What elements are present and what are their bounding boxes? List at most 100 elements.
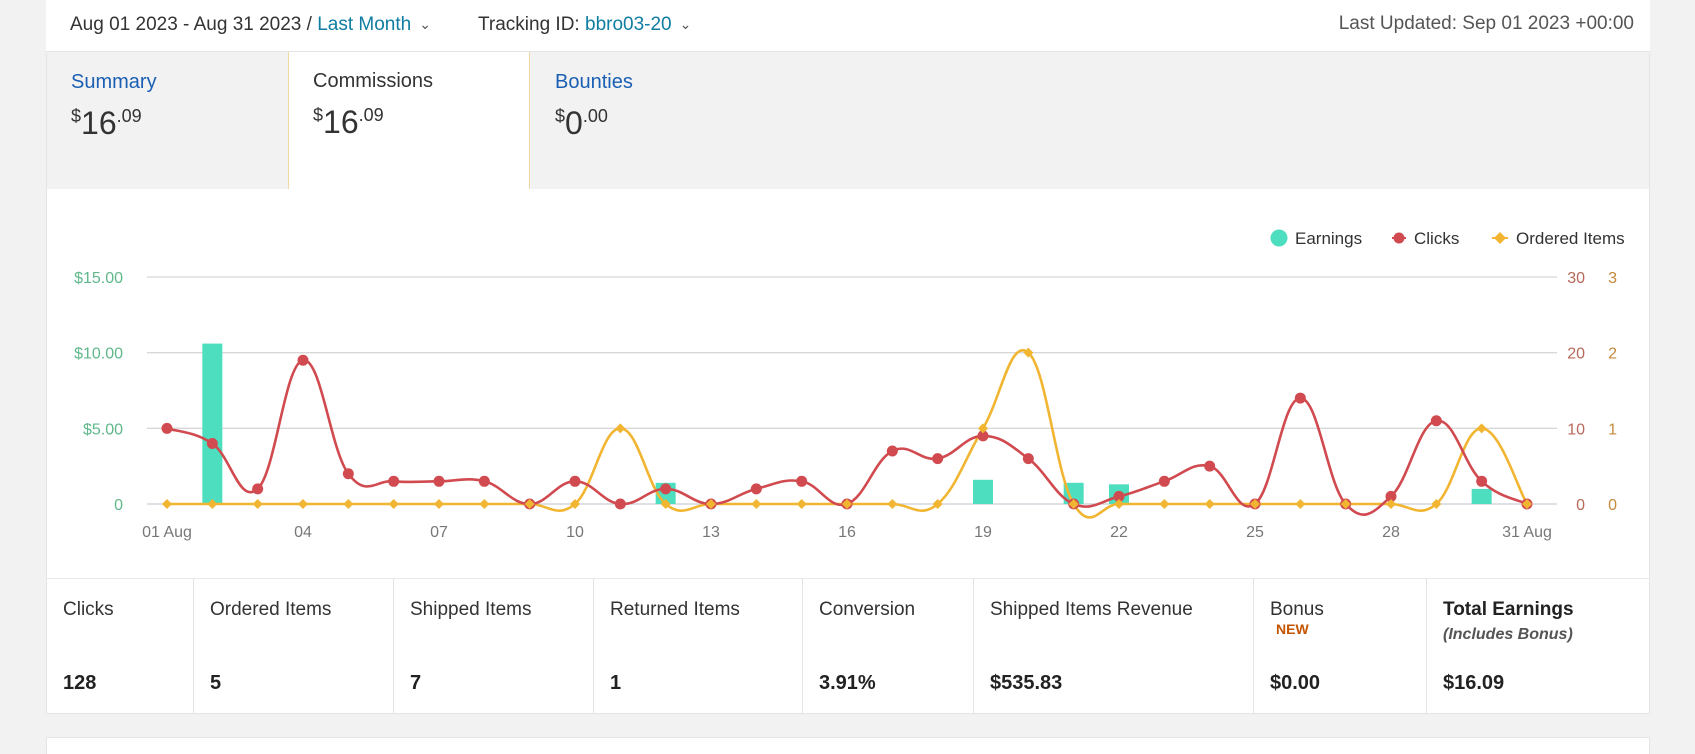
stat-label: Clicks [63, 599, 114, 620]
tracking-id-link[interactable]: bbro03-20 [585, 14, 672, 35]
clicks-axis-tick: 30 [1567, 270, 1585, 287]
x-axis-tick: 16 [838, 524, 856, 541]
clicks-point [297, 354, 309, 366]
earnings-bar [973, 479, 993, 504]
ordered-items-point [298, 499, 308, 509]
report-header: Aug 01 2023 - Aug 31 2023 / Last Month ⌄ … [46, 0, 1650, 52]
tab-bounties[interactable]: Bounties $0.00 [531, 53, 771, 188]
x-axis-tick: 19 [974, 524, 992, 541]
ordered-items-point [1522, 499, 1532, 509]
tab-commissions-label[interactable]: Commissions [313, 70, 434, 92]
ordered-items-point [1431, 499, 1442, 509]
x-axis-tick: 25 [1246, 524, 1264, 541]
ordered-items-point [1386, 499, 1396, 509]
stat-value: 7 [410, 672, 422, 694]
summary-amount: $16.09 [71, 105, 142, 141]
left-axis-tick: $10.00 [74, 346, 123, 363]
earnings-tabs: Summary $16.09 Commissions $16.09 Bounti… [46, 52, 1650, 212]
tab-summary-label[interactable]: Summary [71, 71, 157, 93]
ordered-items-point [751, 499, 762, 509]
clicks-point [1158, 475, 1170, 487]
stat-conversion: Conversion 3.91% [802, 579, 973, 714]
clicks-axis-tick: 0 [1576, 497, 1585, 514]
stat-shipped-items-revenue: Shipped Items Revenue $535.83 [973, 579, 1253, 714]
tracking-id-selector[interactable]: Tracking ID: bbro03-20 ⌄ [478, 14, 691, 36]
x-axis-tick: 13 [702, 524, 720, 541]
x-axis-tick: 04 [294, 524, 312, 541]
x-axis-tick: 07 [430, 524, 448, 541]
ordered-items-point [162, 499, 172, 509]
tab-bounties-label[interactable]: Bounties [555, 71, 633, 93]
ordered-items-point [660, 499, 671, 509]
stat-value: $0.00 [1270, 672, 1321, 694]
tab-commissions[interactable]: Commissions $16.09 [288, 52, 530, 212]
ordered-items-point [343, 499, 354, 509]
clicks-point [433, 475, 445, 487]
ordered-items-point [842, 499, 852, 509]
legend-earnings-label: Earnings [1295, 229, 1362, 248]
stat-label: Ordered Items [210, 599, 332, 620]
stat-label: Shipped Items Revenue [990, 599, 1193, 620]
ordered-items-point [1250, 499, 1260, 509]
ordered-items-point [1204, 499, 1215, 509]
clicks-point [252, 483, 264, 495]
tab-summary[interactable]: Summary $16.09 [47, 53, 287, 188]
ordered-items-point [978, 423, 988, 434]
ordered-items-point [434, 499, 444, 509]
last-updated: Last Updated: Sep 01 2023 +00:00 [1338, 13, 1634, 34]
chevron-down-icon[interactable]: ⌄ [679, 16, 692, 32]
stat-label: Conversion [819, 599, 916, 620]
legend-earnings-icon [1270, 229, 1288, 247]
ordered-items-point [1068, 499, 1079, 509]
chevron-down-icon[interactable]: ⌄ [419, 16, 431, 32]
left-axis-tick: 0 [114, 497, 123, 514]
stat-value: 128 [63, 672, 97, 694]
ordered-items-point [887, 499, 898, 509]
period-link[interactable]: Last Month [317, 14, 412, 35]
bounties-amount: $0.00 [555, 105, 608, 141]
clicks-point [342, 468, 354, 480]
clicks-point [206, 437, 218, 449]
ordered-items-point [796, 499, 807, 509]
ordered-items-point [252, 499, 263, 509]
x-axis-tick: 01 Aug [142, 524, 192, 541]
ordered-items-point [1114, 499, 1124, 509]
clicks-axis-tick: 20 [1567, 346, 1585, 363]
stat-label: Bonus [1270, 599, 1324, 620]
earnings-bar [1063, 482, 1084, 504]
ordered-items-point [1295, 499, 1306, 509]
stat-value: 3.91% [819, 672, 876, 694]
stat-label: Total Earnings [1443, 599, 1574, 620]
ordered-items-point [1476, 423, 1487, 434]
stats-row: Clicks 128 Ordered Items 5 Shipped Items 7 Ret… [46, 578, 1650, 714]
clicks-point [886, 445, 898, 457]
clicks-point [796, 475, 808, 487]
legend-clicks-label: Clicks [1414, 229, 1459, 248]
legend-items-label: Ordered Items [1516, 229, 1625, 248]
left-axis-tick: $15.00 [74, 270, 123, 287]
ordered-items-point [479, 499, 490, 509]
stat-value: 1 [610, 672, 622, 694]
new-badge: NEW [1276, 621, 1309, 637]
legend-clicks-icon [1393, 232, 1405, 244]
items-axis-tick: 0 [1608, 497, 1617, 514]
stat-value: 5 [210, 672, 222, 694]
clicks-point [614, 498, 626, 510]
ordered-items-point [706, 499, 716, 509]
x-axis-tick: 22 [1110, 524, 1128, 541]
items-axis-tick: 3 [1608, 270, 1617, 287]
tracking-label: Tracking ID: [478, 14, 585, 35]
date-range-selector[interactable]: Aug 01 2023 - Aug 31 2023 / Last Month ⌄ [70, 14, 431, 36]
stat-label: Returned Items [610, 599, 740, 620]
stat-value: $535.83 [990, 672, 1063, 694]
earnings-chart-panel: 0 $5.00 $10.00 $15.00 0 10 20 30 0 1 2 3 01 Aug 04 07 1… [46, 189, 1650, 578]
earnings-bar [1471, 488, 1492, 504]
stat-clicks: Clicks 128 [47, 579, 193, 714]
clicks-line [166, 358, 1528, 516]
clicks-point [1385, 490, 1397, 502]
clicks-point [1430, 415, 1442, 427]
ordered-items-point [388, 499, 399, 509]
stat-value: $16.09 [1443, 672, 1505, 694]
stat-label: Shipped Items [410, 599, 532, 620]
earnings-bar [202, 343, 223, 504]
